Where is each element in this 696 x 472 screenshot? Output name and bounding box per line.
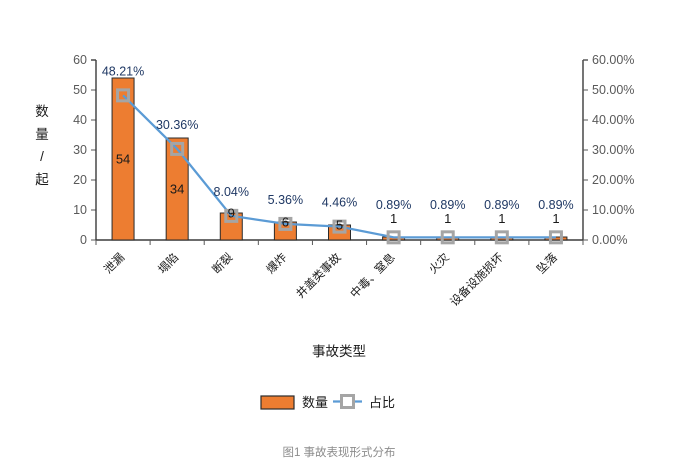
svg-text:10: 10 bbox=[73, 203, 87, 217]
svg-text:8.04%: 8.04% bbox=[214, 185, 249, 199]
svg-text:4.46%: 4.46% bbox=[322, 196, 357, 210]
svg-text:5.36%: 5.36% bbox=[268, 193, 303, 207]
svg-text:0.89%: 0.89% bbox=[430, 198, 465, 212]
svg-text:60: 60 bbox=[73, 53, 87, 67]
svg-text:10.00%: 10.00% bbox=[592, 203, 634, 217]
svg-text:48.21%: 48.21% bbox=[102, 64, 144, 78]
svg-text:40.00%: 40.00% bbox=[592, 113, 634, 127]
svg-text:占比: 占比 bbox=[369, 395, 395, 410]
svg-text:50.00%: 50.00% bbox=[592, 83, 634, 97]
svg-text:30: 30 bbox=[73, 143, 87, 157]
svg-text:30.00%: 30.00% bbox=[592, 143, 634, 157]
svg-text:图1 事故表现形式分布: 图1 事故表现形式分布 bbox=[282, 445, 395, 459]
svg-text:34: 34 bbox=[170, 182, 184, 197]
svg-text:0.89%: 0.89% bbox=[538, 198, 573, 212]
svg-text:1: 1 bbox=[444, 211, 451, 226]
svg-text:50: 50 bbox=[73, 83, 87, 97]
svg-text:事故类型: 事故类型 bbox=[312, 344, 366, 359]
svg-text:/: / bbox=[40, 149, 44, 164]
svg-text:1: 1 bbox=[390, 211, 397, 226]
svg-text:0.89%: 0.89% bbox=[484, 198, 519, 212]
svg-text:数: 数 bbox=[35, 104, 49, 119]
svg-text:20: 20 bbox=[73, 173, 87, 187]
svg-text:起: 起 bbox=[35, 172, 49, 187]
svg-text:0: 0 bbox=[80, 233, 87, 247]
svg-text:9: 9 bbox=[228, 206, 235, 221]
svg-text:量: 量 bbox=[35, 127, 49, 142]
svg-text:60.00%: 60.00% bbox=[592, 53, 634, 67]
svg-text:40: 40 bbox=[73, 113, 87, 127]
svg-text:30.36%: 30.36% bbox=[156, 118, 198, 132]
svg-text:0.89%: 0.89% bbox=[376, 198, 411, 212]
svg-text:54: 54 bbox=[116, 152, 130, 167]
svg-text:20.00%: 20.00% bbox=[592, 173, 634, 187]
svg-text:1: 1 bbox=[498, 211, 505, 226]
svg-text:6: 6 bbox=[282, 215, 289, 230]
svg-text:数量: 数量 bbox=[302, 395, 328, 410]
svg-text:1: 1 bbox=[552, 211, 559, 226]
svg-text:0.00%: 0.00% bbox=[592, 233, 627, 247]
svg-text:5: 5 bbox=[336, 218, 343, 233]
